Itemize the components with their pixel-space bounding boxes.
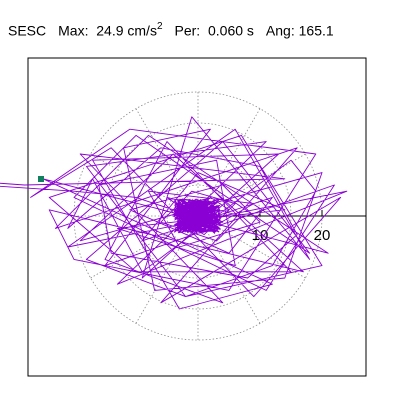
dense-core-trace bbox=[173, 198, 221, 235]
angle-label: Ang: bbox=[265, 22, 295, 39]
max-label: Max: bbox=[58, 22, 89, 39]
motion-trace-layer bbox=[0, 116, 348, 310]
period-value: 0.060 s bbox=[207, 22, 254, 39]
max-value: 24.9 cm/s bbox=[96, 22, 157, 39]
chart-header: SESC Max: 24.9 cm/s2 Per: 0.060 s Ang: 165.… bbox=[8, 20, 334, 39]
max-unit-exponent: 2 bbox=[156, 21, 163, 32]
axis-tick-label-2: 20 bbox=[314, 227, 331, 244]
motion-trace bbox=[0, 116, 348, 310]
period-label: Per: bbox=[174, 22, 201, 39]
station-code: SESC bbox=[8, 22, 47, 39]
marker-layer bbox=[38, 176, 44, 182]
start-marker bbox=[38, 176, 44, 182]
angle-value: 165.1 bbox=[298, 22, 334, 39]
